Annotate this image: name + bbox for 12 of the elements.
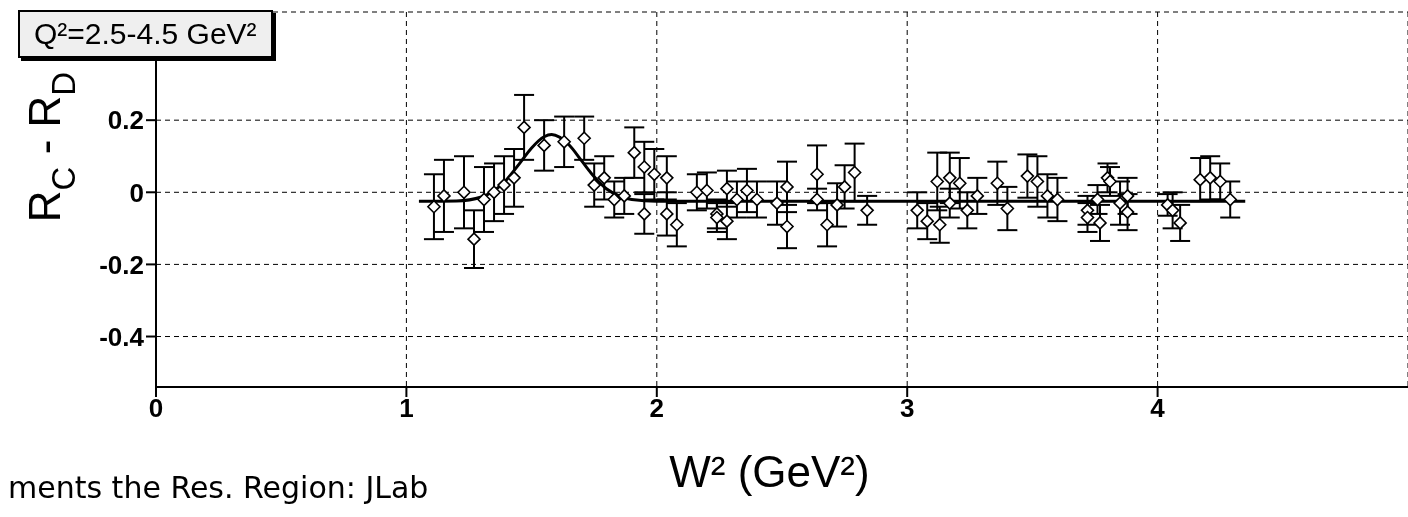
y-tick-label: 0 (129, 177, 144, 208)
text: ments the Res. Region: JLab (8, 470, 429, 505)
x-tick-label: 1 (399, 393, 414, 424)
x-tick-label: 3 (899, 393, 915, 424)
chart-title: Q²=2.5-4.5 GeV² (18, 10, 273, 58)
y-tick-label: -0.2 (99, 249, 144, 280)
y-tick-label: -0.4 (99, 321, 145, 352)
x-tick-label: 0 (148, 393, 164, 424)
x-tick-label: 2 (649, 393, 665, 424)
y-tick-label: 0.2 (107, 105, 144, 136)
x-axis-title: W² (GeV²) (669, 447, 870, 496)
x-tick-label: 4 (1150, 393, 1166, 424)
